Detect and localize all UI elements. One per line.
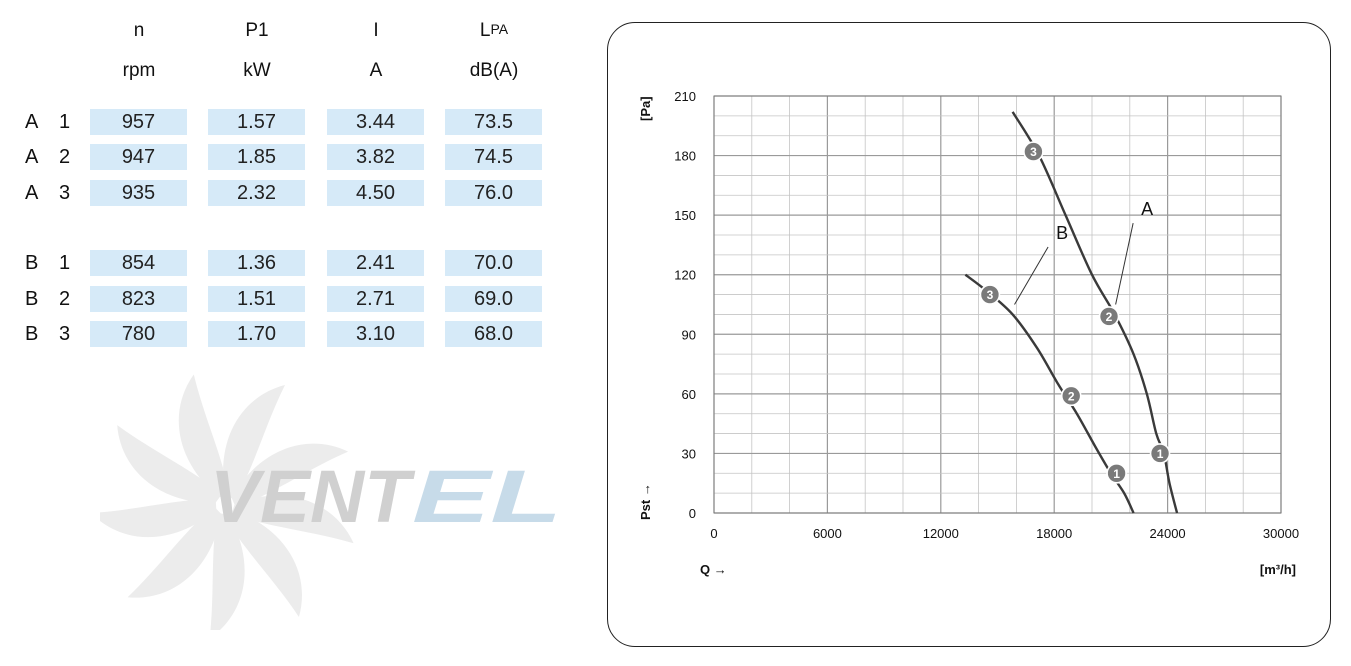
- operating-point-marker: [1106, 462, 1127, 484]
- operating-point-label: 1: [1157, 447, 1164, 461]
- operating-point-marker: [1060, 385, 1082, 407]
- y-tick-label: 120: [674, 268, 696, 283]
- row-series-label: B: [25, 288, 39, 310]
- operating-point-marker: [1149, 443, 1171, 464]
- row-series-label: B: [25, 252, 39, 274]
- cell-i: 2.71: [327, 286, 424, 312]
- row-step-label: 3: [59, 323, 71, 345]
- x-tick-label: 12000: [923, 526, 959, 541]
- row-step-label: 1: [59, 111, 71, 133]
- unit-kw: kW: [243, 60, 271, 81]
- x-tick-label: 6000: [813, 526, 842, 541]
- x-tick-label: 24000: [1150, 526, 1186, 541]
- unit-rpm: rpm: [122, 60, 156, 81]
- header-i: I: [373, 20, 379, 41]
- chart-curves: A 1 2 3 B 1 2 3: [964, 111, 1179, 514]
- ventel-watermark-logo: VENT EL: [100, 374, 562, 630]
- cell-lpa: 74.5: [445, 144, 542, 170]
- x-tick-label: 18000: [1036, 526, 1072, 541]
- cell-i: 3.10: [327, 321, 424, 347]
- row-step-label: 2: [59, 146, 71, 168]
- y-tick-label: 180: [674, 149, 696, 164]
- x-tick-label: 0: [710, 526, 717, 541]
- operating-point-label: 1: [1113, 467, 1120, 481]
- unit-dba: dB(A): [469, 60, 519, 81]
- operating-point-label: 3: [1030, 145, 1037, 159]
- leader-line-A: [1115, 223, 1134, 305]
- x-tick-label: 30000: [1263, 526, 1299, 541]
- cell-p1: 2.32: [208, 180, 305, 206]
- svg-text:EL: EL: [412, 455, 562, 538]
- header-lpa: LPA: [445, 20, 543, 42]
- y-axis-label: Pst →: [638, 483, 653, 520]
- operating-point-marker: [979, 284, 1001, 305]
- operating-point-label: 2: [1106, 310, 1113, 324]
- operating-point-label: 3: [987, 288, 994, 302]
- cell-lpa: 73.5: [445, 109, 542, 135]
- cell-lpa: 68.0: [445, 321, 542, 347]
- row-step-label: 2: [59, 288, 71, 310]
- cell-p1: 1.51: [208, 286, 305, 312]
- cell-p1: 1.70: [208, 321, 305, 347]
- cell-n: 957: [90, 109, 187, 135]
- cell-p1: 1.36: [208, 250, 305, 276]
- cell-n: 823: [90, 286, 187, 312]
- row-step-label: 3: [59, 182, 71, 204]
- cell-p1: 1.57: [208, 109, 305, 135]
- y-tick-label: 210: [674, 89, 696, 104]
- operating-point-marker: [1098, 306, 1120, 327]
- cell-n: 935: [90, 180, 187, 206]
- y-tick-label: 30: [682, 446, 696, 461]
- cell-n: 854: [90, 250, 187, 276]
- row-series-label: A: [25, 146, 39, 168]
- chart-panel: [607, 22, 1331, 647]
- header-n: n: [133, 20, 145, 41]
- chart-tick-labels: 0 6000 12000 18000 24000 30000 0 30 60 90 120 150 18…: [674, 89, 1299, 541]
- cell-i: 4.50: [327, 180, 424, 206]
- svg-text:VENT: VENT: [210, 455, 416, 538]
- y-tick-label: 90: [682, 327, 696, 342]
- ventel-wordmark: VENT EL: [210, 455, 562, 538]
- row-series-label: A: [25, 111, 39, 133]
- leader-line-B: [1014, 246, 1049, 305]
- operating-point-marker: [1023, 141, 1044, 162]
- x-axis-unit: [m³/h]: [1260, 562, 1296, 577]
- x-axis-label: Q →: [700, 562, 727, 577]
- cell-lpa: 76.0: [445, 180, 542, 206]
- y-tick-label: 0: [689, 506, 696, 521]
- header-lpa-sub: PA: [490, 21, 509, 37]
- plot-frame: [713, 95, 1282, 514]
- header-p1: P1: [245, 20, 269, 41]
- cell-n: 780: [90, 321, 187, 347]
- y-tick-label: 150: [674, 208, 696, 223]
- cell-i: 3.82: [327, 144, 424, 170]
- operating-point-label: 2: [1068, 389, 1075, 403]
- cell-p1: 1.85: [208, 144, 305, 170]
- chart-grid: [713, 95, 1282, 514]
- unit-a: A: [369, 60, 383, 81]
- cell-lpa: 70.0: [445, 250, 542, 276]
- cell-i: 3.44: [327, 109, 424, 135]
- row-step-label: 1: [59, 252, 71, 274]
- header-lpa-main: L: [479, 20, 491, 41]
- fan-blades-icon: [100, 374, 354, 630]
- row-series-label: B: [25, 323, 39, 345]
- cell-lpa: 69.0: [445, 286, 542, 312]
- cell-i: 2.41: [327, 250, 424, 276]
- y-axis-unit: [Pa]: [638, 96, 653, 121]
- series-label-B: B: [1056, 223, 1068, 243]
- y-tick-label: 60: [682, 387, 696, 402]
- row-series-label: A: [25, 182, 39, 204]
- cell-n: 947: [90, 144, 187, 170]
- chart-axis-labels: Pst → [Pa] Q → [m³/h]: [638, 96, 1296, 577]
- series-label-A: A: [1141, 199, 1153, 219]
